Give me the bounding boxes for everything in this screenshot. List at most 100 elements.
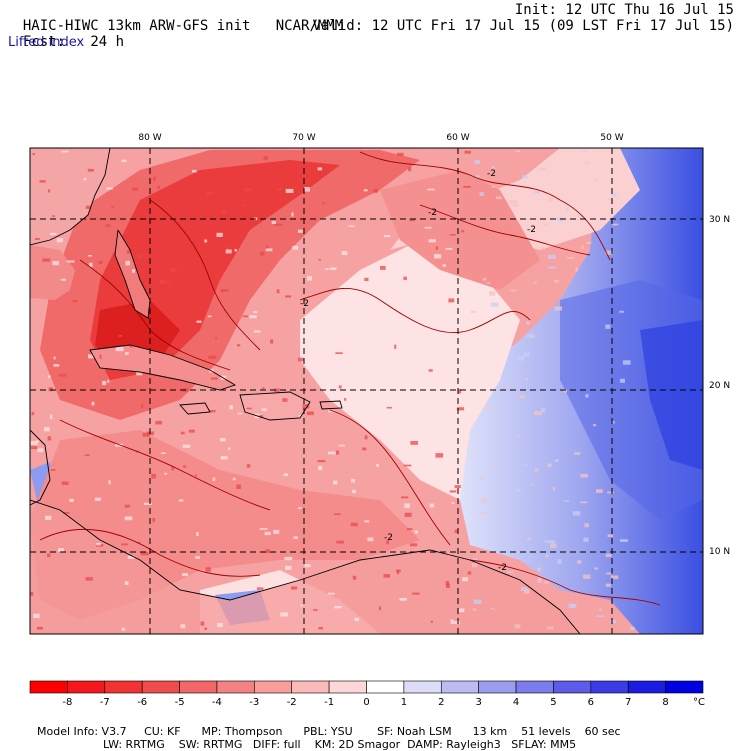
colorbar-cell bbox=[141, 680, 180, 694]
map-field: -2-2-2-2-2-2 bbox=[30, 148, 703, 634]
colorbar-label: 6 bbox=[588, 697, 594, 708]
valid-time: Valid: 12 UTC Fri 17 Jul 15 (09 LST Fri … bbox=[312, 18, 734, 34]
contour-line-5 bbox=[59, 419, 271, 511]
contour-label: -2 bbox=[527, 225, 536, 235]
init-time: Init: 12 UTC Thu 16 Jul 15 bbox=[514, 2, 734, 18]
coast-florida bbox=[114, 229, 151, 319]
cuba-land bbox=[90, 345, 235, 390]
hispaniola-land bbox=[240, 392, 310, 420]
colorbar-label: 8 bbox=[662, 697, 668, 708]
model-info-pbl: PBL: YSU bbox=[303, 725, 353, 738]
colorbar-cell bbox=[515, 680, 554, 694]
colorbar-cell bbox=[291, 680, 330, 694]
graticule bbox=[30, 148, 703, 634]
florida-land bbox=[115, 230, 150, 318]
colorbar-label: 3 bbox=[476, 697, 482, 708]
model-title-text: HAIC-HIWC 13km ARW-GFS init bbox=[22, 18, 251, 34]
coast-us-atlantic bbox=[30, 148, 111, 246]
colorbar-label: -5 bbox=[175, 697, 185, 708]
contour-line-1 bbox=[359, 151, 611, 261]
colorbar-cell bbox=[627, 680, 666, 694]
colorbar-cell bbox=[29, 680, 68, 694]
gulf-coast-land bbox=[30, 245, 75, 300]
colorbar-cell bbox=[478, 680, 517, 694]
model-info-timestep: 60 sec bbox=[584, 725, 621, 738]
model-info-cu: CU: KF bbox=[144, 725, 181, 738]
contour-line-3 bbox=[299, 288, 531, 334]
coast-central-america bbox=[30, 429, 51, 506]
forecast-value: 24 h bbox=[90, 34, 125, 50]
latitude-labels: 30 N 20 N 10 N bbox=[709, 215, 730, 557]
map-frame bbox=[29, 147, 704, 635]
contour-label: -2 bbox=[384, 533, 393, 543]
contour-line-8 bbox=[149, 199, 261, 351]
model-info-sf: SF: Noah LSM bbox=[377, 725, 452, 738]
colorbar-label: -7 bbox=[100, 697, 110, 708]
contour-label: -2 bbox=[498, 563, 507, 573]
model-title: HAIC-HIWC 13km ARW-GFS init NCAR/MMM bbox=[6, 2, 343, 34]
colorbar-cell bbox=[104, 680, 143, 694]
model-info-mp: MP: Thompson bbox=[201, 725, 283, 738]
colorbar-label: 1 bbox=[401, 697, 407, 708]
lat-label: 30 N bbox=[709, 215, 730, 225]
colorbar-label: -4 bbox=[212, 697, 222, 708]
lat-label: 20 N bbox=[709, 381, 730, 391]
colorbar-cell bbox=[403, 680, 442, 694]
colorbar-cell bbox=[179, 680, 218, 694]
colorbar-cell bbox=[440, 680, 479, 694]
contour-line-6 bbox=[39, 528, 261, 577]
colorbar-label: 5 bbox=[550, 697, 556, 708]
colorbar-label: -8 bbox=[62, 697, 72, 708]
colorbar-unit: °C bbox=[693, 697, 705, 708]
lon-label: 80 W bbox=[138, 133, 161, 143]
contour-lines bbox=[39, 151, 661, 606]
model-info-res: 13 km bbox=[472, 725, 508, 738]
lat-label: 10 N bbox=[709, 547, 730, 557]
coast-south-america bbox=[30, 499, 581, 634]
colorbar-cell bbox=[590, 680, 629, 694]
stable-max bbox=[640, 320, 703, 470]
colorbar-cell bbox=[254, 680, 293, 694]
colorbar-cell bbox=[67, 680, 106, 694]
model-info-line-1: Model Info: V3.7 CU: KF MP: Thompson PBL… bbox=[30, 712, 621, 738]
contour-label: -2 bbox=[428, 208, 437, 218]
org-label: NCAR/MMM bbox=[275, 18, 344, 34]
colorbar-label: -1 bbox=[324, 697, 334, 708]
forecast-hour: Fcst: 24 h bbox=[6, 18, 124, 50]
convective-speckles bbox=[30, 150, 635, 631]
south-america-land bbox=[30, 500, 580, 634]
forecast-label: Fcst: bbox=[22, 34, 66, 50]
coastlines bbox=[30, 148, 581, 634]
coast-hispaniola bbox=[239, 391, 311, 421]
contour-line-4 bbox=[329, 409, 451, 546]
colorbar-cell bbox=[366, 680, 405, 694]
colorbar-label: -3 bbox=[249, 697, 259, 708]
colorbar-label: -2 bbox=[287, 697, 297, 708]
colorbar-cell bbox=[553, 680, 592, 694]
lon-label: 70 W bbox=[292, 133, 315, 143]
model-info-levels: 51 levels bbox=[521, 725, 571, 738]
model-info-line-2: LW: RRTMG SW: RRTMG DIFF: full KM: 2D Sm… bbox=[96, 725, 576, 751]
colorbar-label: -6 bbox=[137, 697, 147, 708]
colorbar: -8 -7 -6 -5 -4 -3 -2 -1 0 1 2 3 4 5 6 7 8 °C bbox=[29, 680, 705, 708]
contour-label: -2 bbox=[487, 169, 496, 179]
unstable-northeast bbox=[380, 170, 540, 290]
us-southeast-land bbox=[30, 148, 110, 245]
colorbar-cell bbox=[665, 680, 704, 694]
colorbar-label: 2 bbox=[438, 697, 444, 708]
lon-label: 50 W bbox=[600, 133, 623, 143]
contour-line-2 bbox=[419, 204, 591, 256]
coast-puerto-rico bbox=[319, 400, 343, 410]
field-name: Lifted index bbox=[8, 35, 85, 50]
longitude-labels: 80 W 70 W 60 W 50 W bbox=[138, 133, 623, 143]
model-info-version: Model Info: V3.7 bbox=[37, 725, 127, 738]
neutral-tongue bbox=[300, 240, 520, 500]
lon-label: 60 W bbox=[446, 133, 469, 143]
colorbar-label: 7 bbox=[625, 697, 631, 708]
contour-line-7 bbox=[469, 559, 661, 606]
coast-jamaica bbox=[179, 402, 211, 415]
colorbar-cell bbox=[216, 680, 255, 694]
colorbar-cell bbox=[328, 680, 367, 694]
colorbar-label: 4 bbox=[513, 697, 519, 708]
